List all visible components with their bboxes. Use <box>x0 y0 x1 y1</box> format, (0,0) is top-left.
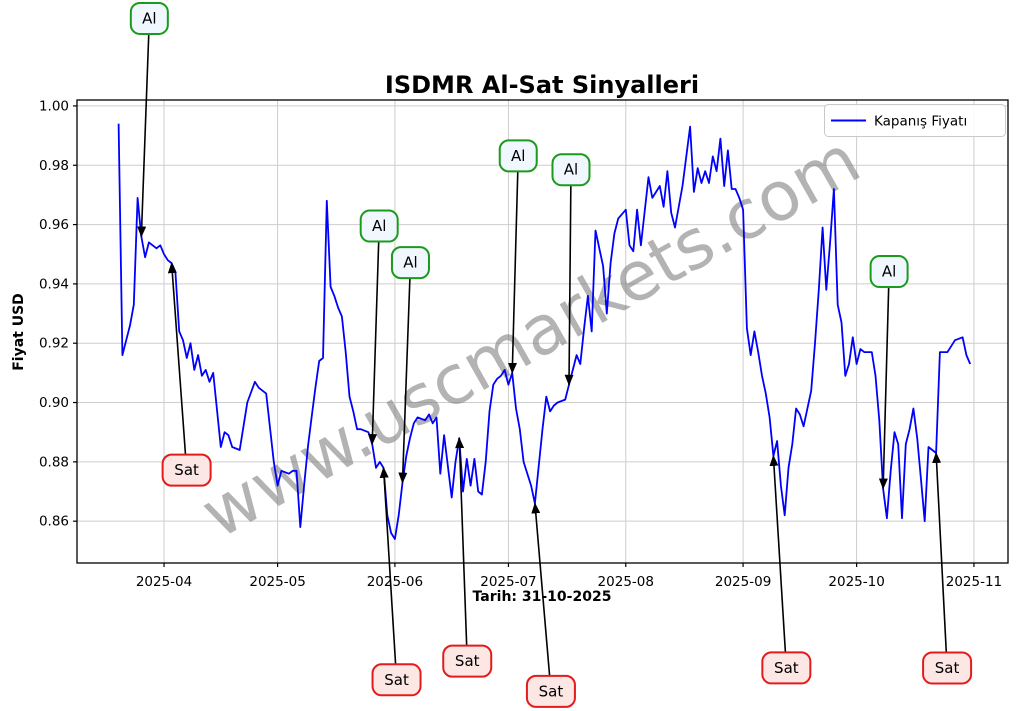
annotation-arrow <box>167 262 187 455</box>
x-tick-label: 2025-07 <box>480 574 536 590</box>
signal-box <box>869 255 909 289</box>
sell-signal-annotation: Sat <box>761 454 812 685</box>
signal-label: Sat <box>455 652 480 670</box>
signal-label: Al <box>372 217 386 235</box>
signal-label: Al <box>564 161 578 179</box>
y-tick-label: 0.98 <box>39 158 69 174</box>
x-tick-label: 2025-08 <box>598 574 654 590</box>
buy-signal-annotation: Al <box>551 153 591 386</box>
sell-signal-annotation: Sat <box>161 262 212 487</box>
annotation-arrow <box>379 466 397 664</box>
price-series <box>117 123 972 540</box>
signal-box <box>442 644 493 678</box>
y-tick-label: 0.94 <box>39 276 69 292</box>
y-tick-label: 0.92 <box>39 336 69 352</box>
signal-box <box>922 651 973 685</box>
signal-label: Sat <box>174 461 199 479</box>
y-axis-label: Fiyat USD <box>11 293 27 371</box>
signal-label: Al <box>403 254 417 272</box>
watermark-text: www.uscmarkets.com <box>189 120 873 554</box>
buy-signal-annotation: Al <box>390 246 430 484</box>
signal-label: Al <box>882 263 896 281</box>
annotation-arrow <box>368 242 380 446</box>
price-line <box>117 123 972 540</box>
signal-label: Sat <box>539 682 564 700</box>
signal-box <box>498 139 538 173</box>
y-tick-label: 0.88 <box>39 454 69 470</box>
signal-label: Sat <box>935 659 960 677</box>
axis-ticks: 2025-04 2025-05 2025-06 2025-07 2025-08 2025-… <box>39 98 1002 590</box>
plot-border <box>76 99 1009 564</box>
y-tick-label: 0.96 <box>39 217 69 233</box>
x-axis-label: Tarih: 31-10-2025 <box>473 589 612 605</box>
y-tick-label: 0.90 <box>39 395 69 411</box>
signal-label: Sat <box>774 659 799 677</box>
signal-box <box>359 209 399 243</box>
x-tick-label: 2025-09 <box>715 574 771 590</box>
annotation-arrow <box>398 278 411 484</box>
annotation-arrow <box>769 454 787 653</box>
annotation-arrow <box>531 502 551 676</box>
y-tick-label: 1.00 <box>39 98 69 114</box>
annotation-arrow <box>878 287 890 490</box>
x-tick-label: 2025-06 <box>367 574 423 590</box>
signal-box <box>390 246 430 280</box>
sell-signal-annotation: Sat <box>525 502 576 708</box>
annotation-arrow <box>455 437 468 646</box>
signal-annotations: Al Sat Al Sat Al Sat Al Sat Al Sat Al Sat <box>129 1 973 708</box>
buy-signal-annotation: Al <box>869 255 909 490</box>
legend-box <box>824 104 1006 137</box>
annotation-arrow <box>137 34 150 238</box>
y-tick-label: 0.86 <box>39 514 69 530</box>
x-tick-label: 2025-11 <box>946 574 1002 590</box>
signal-box <box>129 1 169 35</box>
buy-signal-annotation: Al <box>129 1 169 238</box>
signal-box <box>161 453 212 487</box>
signal-box <box>525 674 576 708</box>
legend: Kapanış Fiyatı <box>824 104 1006 137</box>
signal-box <box>761 651 812 685</box>
sell-signal-annotation: Sat <box>442 437 493 678</box>
annotation-arrow <box>564 185 574 386</box>
x-tick-label: 2025-10 <box>828 574 884 590</box>
annotation-arrow <box>932 451 948 653</box>
signal-box <box>551 153 591 187</box>
signal-label: Al <box>142 9 156 27</box>
annotation-arrow <box>508 171 519 374</box>
sell-signal-annotation: Sat <box>371 466 422 697</box>
buy-signal-annotation: Al <box>359 209 399 446</box>
legend-label: Kapanış Fiyatı <box>874 114 967 130</box>
chart-title: ISDMR Al-Sat Sinyalleri <box>385 71 699 99</box>
signal-label: Sat <box>384 671 409 689</box>
buy-signal-annotation: Al <box>498 139 538 374</box>
signal-label: Al <box>511 147 525 165</box>
x-tick-label: 2025-04 <box>136 574 192 590</box>
sell-signal-annotation: Sat <box>922 451 973 685</box>
signal-box <box>371 663 422 697</box>
x-tick-label: 2025-05 <box>249 574 305 590</box>
